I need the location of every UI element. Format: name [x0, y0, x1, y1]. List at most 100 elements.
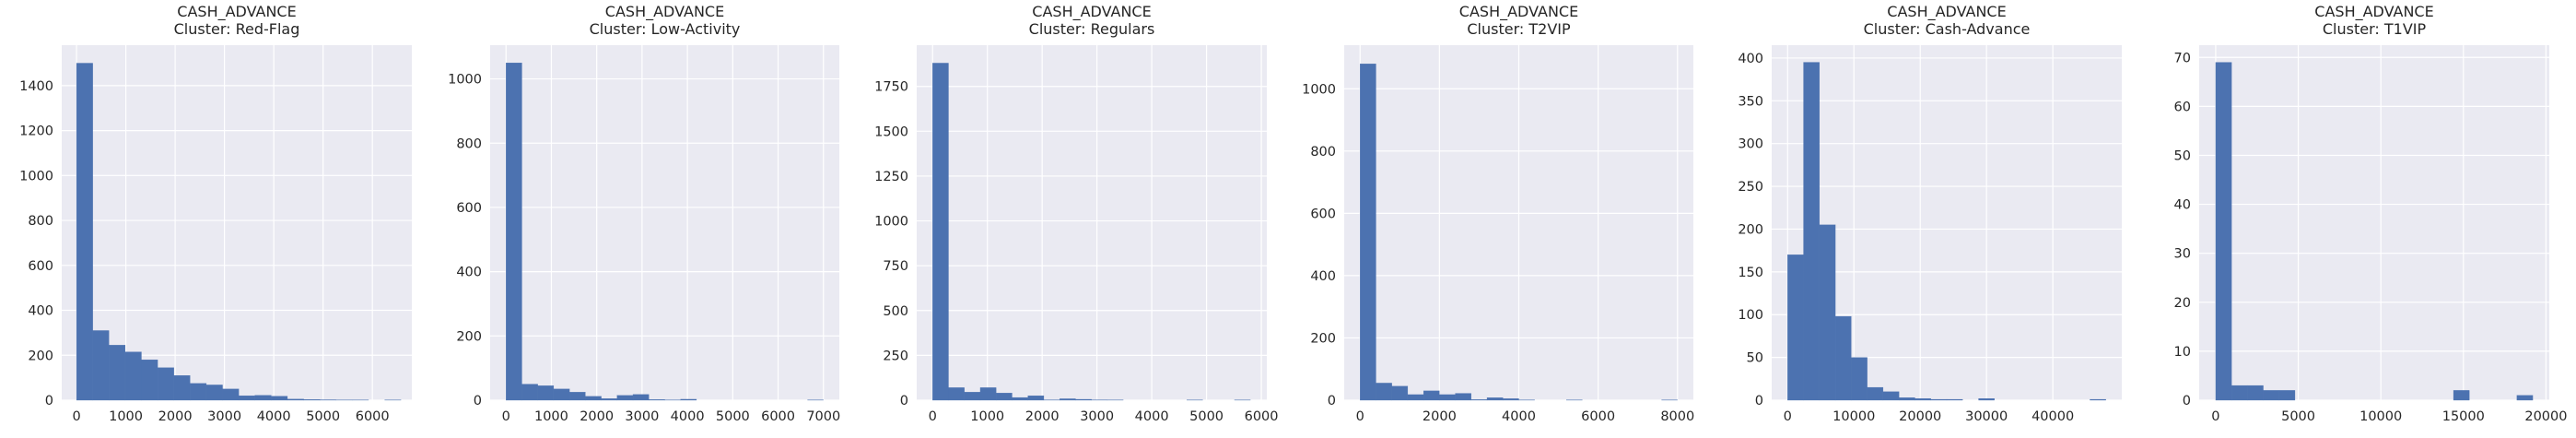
x-tick-label: 0 — [502, 409, 510, 424]
y-tick-label: 10 — [2174, 345, 2191, 360]
histogram-bar — [271, 396, 288, 401]
histogram-bar — [964, 392, 981, 401]
x-tick-label: 0 — [1356, 409, 1364, 424]
histogram-bar — [1787, 255, 1804, 401]
y-tick-label: 1250 — [874, 170, 908, 184]
histogram-bar — [1486, 397, 1504, 401]
x-tick-label: 0 — [2211, 409, 2219, 424]
histogram-bar — [2231, 385, 2248, 401]
histogram-bar — [1819, 224, 1836, 401]
y-tick-label: 1500 — [874, 124, 908, 139]
x-tick-label: 1000 — [970, 409, 1004, 424]
histogram-bar — [254, 395, 272, 401]
y-tick-label: 300 — [1738, 137, 1763, 152]
y-tick-label: 200 — [1738, 222, 1763, 237]
x-tick-label: 8000 — [1660, 409, 1694, 424]
y-tick-label: 1000 — [19, 169, 53, 183]
histogram-bar — [948, 387, 965, 401]
y-tick-label: 60 — [2174, 100, 2191, 114]
y-tick-label: 400 — [28, 304, 53, 319]
y-tick-label: 1000 — [448, 73, 482, 88]
plot-area — [62, 45, 412, 400]
histogram-bar — [287, 398, 304, 401]
y-tick-label: 0 — [2183, 394, 2191, 408]
histogram-panel: 0 2000 4000 6000 8000 0 200 400 600 800 1000 CASH_A… — [1302, 3, 1694, 424]
x-tick-label: 6000 — [356, 409, 390, 424]
x-tick-label: 40000 — [2032, 409, 2074, 424]
histogram-bar — [996, 393, 1013, 401]
x-tick-label: 3000 — [207, 409, 241, 424]
histogram-bar — [1376, 383, 1392, 401]
x-tick-label: 0 — [1784, 409, 1792, 424]
x-tick-label: 4000 — [1502, 409, 1536, 424]
x-tick-label: 6000 — [761, 409, 795, 424]
histogram-bar — [1914, 397, 1931, 401]
plot-area — [917, 45, 1267, 400]
x-tick-label: 2000 — [158, 409, 193, 424]
histogram-bar — [1360, 64, 1376, 401]
y-tick-label: 400 — [456, 266, 482, 280]
histogram-bar — [1503, 398, 1519, 401]
histogram-bar — [1978, 397, 1995, 401]
x-tick-label: 5000 — [2281, 409, 2315, 424]
y-tick-label: 1200 — [19, 124, 53, 139]
histogram-bar — [2090, 398, 2106, 401]
histogram-bar — [1060, 398, 1076, 401]
histogram-bar — [649, 399, 665, 401]
histogram-bar — [141, 359, 158, 401]
plot-area — [2199, 45, 2549, 400]
y-tick-label: 200 — [456, 329, 482, 344]
histogram-panel: 0 1000 2000 3000 4000 5000 6000 0 250 500 750 1000 1… — [874, 3, 1278, 424]
y-tick-label: 0 — [474, 394, 482, 408]
y-tick-label: 0 — [45, 394, 53, 408]
histogram-panel: 0 1000 2000 3000 4000 5000 6000 0 200 400 600 800 10… — [19, 3, 412, 424]
panel-title-cluster: Cluster: T1VIP — [2323, 20, 2427, 38]
x-tick-label: 0 — [929, 409, 937, 424]
panel-title-variable: CASH_ADVANCE — [1459, 3, 1578, 21]
y-tick-label: 200 — [28, 349, 53, 363]
y-tick-label: 1750 — [874, 80, 908, 95]
y-tick-label: 1000 — [1302, 82, 1336, 97]
panel-title-cluster: Cluster: Low-Activity — [590, 20, 741, 38]
histogram-bar — [616, 395, 634, 401]
histogram-bar — [2516, 395, 2534, 401]
y-tick-label: 0 — [1755, 394, 1763, 408]
histogram-bar — [1867, 386, 1884, 401]
panel-title-cluster: Cluster: T2VIP — [1467, 20, 1571, 38]
y-tick-label: 50 — [1747, 351, 1763, 366]
y-tick-label: 500 — [883, 304, 908, 319]
y-tick-label: 800 — [1310, 145, 1336, 160]
y-tick-label: 400 — [1738, 52, 1763, 66]
y-tick-label: 1400 — [19, 79, 53, 94]
y-tick-label: 350 — [1738, 94, 1763, 109]
histogram-bar — [1930, 398, 1948, 401]
y-tick-label: 750 — [883, 259, 908, 274]
y-tick-label: 250 — [1738, 180, 1763, 195]
histogram-bar — [601, 398, 617, 401]
x-tick-label: 10000 — [2359, 409, 2402, 424]
panel-title-cluster: Cluster: Red-Flag — [174, 20, 300, 38]
y-tick-label: 30 — [2174, 247, 2191, 262]
y-tick-label: 70 — [2174, 51, 2191, 65]
histogram-bar — [1834, 315, 1852, 401]
panel-title-variable: CASH_ADVANCE — [605, 3, 724, 21]
histogram-bar — [1470, 399, 1488, 401]
x-tick-label: 6000 — [1581, 409, 1615, 424]
histogram-bar — [238, 395, 255, 401]
histogram-bar — [568, 392, 586, 401]
x-tick-label: 3000 — [625, 409, 659, 424]
x-tick-label: 4000 — [257, 409, 291, 424]
x-tick-label: 6000 — [1245, 409, 1279, 424]
histogram-bar — [1075, 398, 1092, 401]
x-tick-label: 20000 — [2524, 409, 2567, 424]
histogram-bar — [506, 63, 522, 401]
histogram-bar — [979, 387, 997, 401]
histogram-bar — [76, 63, 93, 401]
y-tick-label: 1000 — [874, 215, 908, 230]
x-tick-label: 5000 — [1189, 409, 1224, 424]
histogram-bar — [1455, 393, 1471, 401]
y-tick-label: 800 — [456, 136, 482, 151]
histogram-bar — [1803, 62, 1820, 401]
x-tick-label: 2000 — [1423, 409, 1457, 424]
